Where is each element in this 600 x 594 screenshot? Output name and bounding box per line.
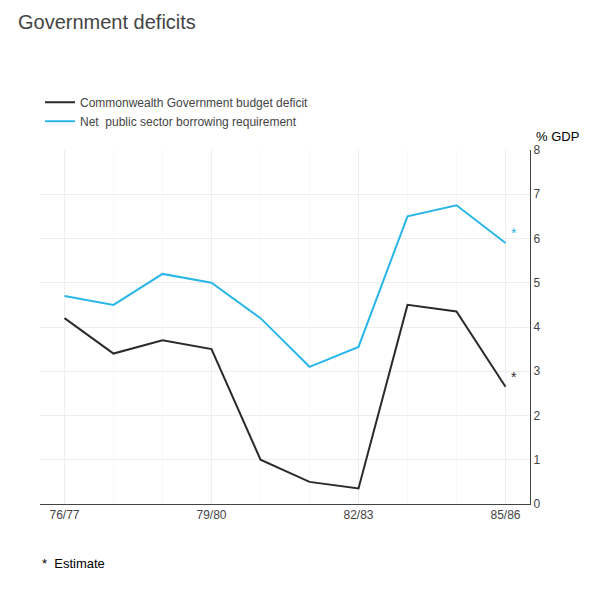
svg-text:* Estimate: * Estimate xyxy=(42,556,105,571)
svg-text:0: 0 xyxy=(533,497,540,511)
svg-text:79/80: 79/80 xyxy=(196,508,226,522)
svg-text:8: 8 xyxy=(533,143,540,157)
svg-text:82/83: 82/83 xyxy=(343,508,373,522)
svg-text:5: 5 xyxy=(533,276,540,290)
svg-text:76/77: 76/77 xyxy=(49,508,79,522)
svg-text:6: 6 xyxy=(533,232,540,246)
svg-text:7: 7 xyxy=(533,187,540,201)
svg-text:*: * xyxy=(511,369,517,385)
svg-text:4: 4 xyxy=(533,320,540,334)
svg-text:Government deficits: Government deficits xyxy=(18,11,196,33)
svg-text:85/86: 85/86 xyxy=(490,508,520,522)
svg-text:Net public sector borrowing r: Net public sector borrowing requirement xyxy=(80,115,297,129)
svg-text:1: 1 xyxy=(533,453,540,467)
svg-text:Commonwealth Government budget: Commonwealth Government budget deficit xyxy=(80,96,308,110)
svg-text:3: 3 xyxy=(533,364,540,378)
svg-text:% GDP: % GDP xyxy=(536,129,579,144)
svg-text:*: * xyxy=(511,225,517,241)
svg-text:2: 2 xyxy=(533,409,540,423)
